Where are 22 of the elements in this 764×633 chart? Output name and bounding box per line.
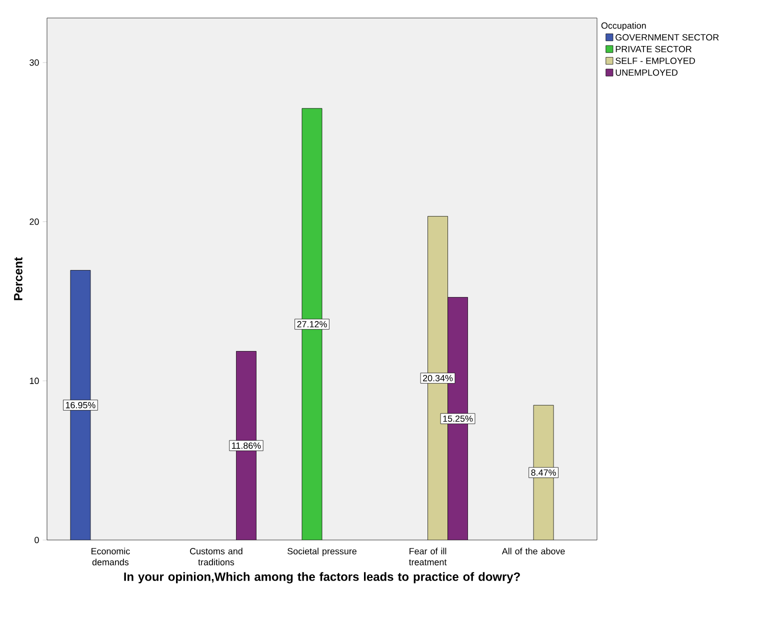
legend-label: SELF - EMPLOYED <box>616 58 695 64</box>
x-axis-title: In your opinion,Which among the factors leads to practice of dowry? <box>124 572 520 584</box>
y-axis-title: Percent <box>14 257 22 300</box>
y-tick-label: 0 <box>34 536 39 544</box>
y-tick-label: 30 <box>30 59 39 66</box>
x-tick-label: Economic demands <box>92 548 130 566</box>
data-label: 11.86% <box>232 442 261 449</box>
legend-label: UNEMPLOYED <box>616 69 678 76</box>
y-tick-label: 20 <box>30 218 39 225</box>
x-tick-label: Fear of ill treatment <box>408 548 447 566</box>
y-tick-label: 10 <box>30 378 39 384</box>
data-label: 20.34% <box>423 374 453 382</box>
x-tick-label: All of the above <box>502 548 565 554</box>
data-label: 27.12% <box>297 321 327 328</box>
legend-label: GOVERNMENT SECTOR <box>616 34 719 41</box>
legend-label: PRIVATE SECTOR <box>616 46 692 52</box>
x-tick-label: Societal pressure <box>288 548 356 556</box>
data-label: 8.47% <box>531 469 556 476</box>
x-tick-label: Customs and traditions <box>190 548 242 566</box>
data-label: 16.95% <box>66 402 96 408</box>
data-label: 15.25% <box>443 415 473 422</box>
legend-title: Occupation <box>601 22 646 31</box>
